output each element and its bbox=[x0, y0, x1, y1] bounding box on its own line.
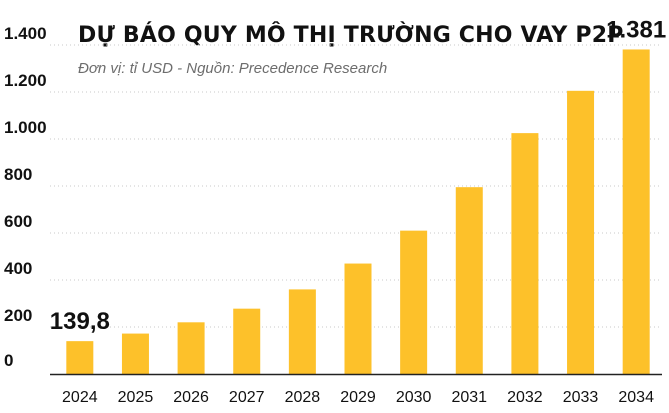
bar-2030 bbox=[400, 230, 428, 374]
bar-2028 bbox=[288, 289, 316, 374]
bar-2034 bbox=[622, 49, 650, 375]
bar-2033 bbox=[567, 90, 595, 374]
x-tick-label: 2025 bbox=[118, 389, 154, 406]
y-tick-label: 200 bbox=[4, 306, 32, 325]
bars bbox=[66, 49, 650, 375]
x-tick-label: 2026 bbox=[173, 389, 209, 406]
x-tick-label: 2034 bbox=[618, 389, 654, 406]
bar-2031 bbox=[455, 187, 483, 374]
y-axis-ticks: 0 200 400 600 800 1.000 1.200 1.400 bbox=[4, 24, 47, 370]
y-tick-label: 600 bbox=[4, 212, 32, 231]
data-label: 1.381 bbox=[606, 16, 666, 43]
bar-2029 bbox=[344, 263, 372, 374]
data-labels: 139,8 1.381 bbox=[50, 16, 666, 335]
bar-2024 bbox=[66, 341, 94, 374]
bar-2026 bbox=[177, 322, 205, 374]
bar-2027 bbox=[233, 308, 261, 374]
bar-2032 bbox=[511, 133, 539, 374]
y-tick-label: 1.400 bbox=[4, 24, 47, 43]
x-tick-label: 2030 bbox=[396, 389, 432, 406]
chart-subtitle: Đơn vị: tỉ USD - Nguồn: Precedence Resea… bbox=[78, 60, 387, 77]
y-tick-label: 400 bbox=[4, 259, 32, 278]
x-tick-label: 2029 bbox=[340, 389, 376, 406]
y-tick-label: 1.200 bbox=[4, 71, 47, 90]
x-tick-label: 2024 bbox=[62, 389, 98, 406]
y-tick-label: 1.000 bbox=[4, 118, 47, 137]
x-axis-ticks: 2024 2025 2026 2027 2028 2029 2030 2031 2032 2033… bbox=[62, 389, 654, 406]
data-label: 139,8 bbox=[50, 308, 110, 335]
x-tick-label: 2032 bbox=[507, 389, 543, 406]
y-tick-label: 0 bbox=[4, 351, 13, 370]
bar-2025 bbox=[121, 333, 149, 374]
x-tick-label: 2033 bbox=[563, 389, 599, 406]
y-tick-label: 800 bbox=[4, 165, 32, 184]
chart-title: DỰ BÁO QUY MÔ THỊ TRƯỜNG CHO VAY P2P bbox=[78, 22, 624, 48]
x-tick-label: 2027 bbox=[229, 389, 265, 406]
x-tick-label: 2031 bbox=[451, 389, 487, 406]
x-tick-label: 2028 bbox=[285, 389, 321, 406]
